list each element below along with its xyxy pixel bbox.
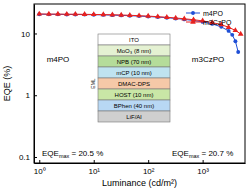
series-marker — [173, 15, 179, 20]
series-marker — [100, 11, 106, 16]
stack-layer-label: LiF/Al — [126, 114, 141, 120]
x-tick-mark — [94, 160, 95, 163]
series-marker — [110, 11, 116, 16]
stack-layer-label: MoO₃ (8 nm) — [117, 48, 151, 54]
annotation-subscript: max — [59, 153, 70, 159]
annotation: EQEmax = 20.5 % — [42, 149, 103, 159]
device-stack: ITO MoO₃ (8 nm) NPB (70 nm) mCP (10 nm) DMAC… — [90, 34, 170, 122]
x-tick-label: 10² — [143, 167, 155, 176]
stack-layer — [98, 78, 170, 89]
x-tick: 10¹ — [88, 160, 100, 176]
legend-marker — [190, 19, 196, 24]
stack-layer — [98, 111, 170, 122]
series-marker — [73, 11, 79, 16]
y-tick: 10 — [21, 30, 37, 39]
stack-layer — [98, 89, 170, 100]
series-marker — [36, 11, 42, 16]
annotation-value: = 20.7 % — [199, 149, 233, 158]
annotation-label: EQE — [42, 149, 59, 158]
x-tick-mark — [39, 160, 40, 163]
annotation: EQEmax = 20.7 % — [172, 149, 233, 159]
series-marker — [118, 12, 124, 17]
annotation-subscript: max — [189, 153, 200, 159]
series-marker — [82, 11, 88, 16]
x-tick-label: 10³ — [197, 167, 209, 176]
plot-area — [36, 11, 243, 54]
y-tick-mark — [34, 95, 37, 96]
y-axis-line — [34, 5, 35, 164]
legend-label: m3CzPO — [203, 19, 232, 26]
series-marker — [164, 14, 170, 19]
stack-layer-label: DMAC-DPS — [118, 81, 150, 87]
stack-layer-label: ITO — [129, 37, 139, 43]
series-marker — [181, 15, 187, 20]
x-tick-mark — [148, 160, 149, 163]
stack-layer-label: HOST (10 nm) — [115, 92, 154, 98]
stack-layer — [98, 100, 170, 111]
stack-layer-label: NPB (70 nm) — [117, 59, 152, 65]
eml-label: EML — [90, 78, 96, 89]
stack-layer — [98, 67, 170, 78]
series-marker — [238, 31, 244, 36]
x-tick: 10² — [143, 160, 155, 176]
annotation-value: = 20.5 % — [69, 149, 103, 158]
stack-layer — [98, 34, 170, 45]
series-marker — [46, 11, 52, 16]
series-marker — [136, 12, 142, 17]
series-marker — [236, 50, 240, 54]
stack-layer — [98, 45, 170, 56]
y-axis: 0.1 1 10 — [19, 5, 37, 164]
y-tick: 1 — [26, 91, 37, 100]
stack-layer-label: mCP (10 nm) — [116, 70, 152, 76]
y-axis-title: EQE (%) — [2, 66, 12, 102]
plot-frame — [34, 4, 245, 163]
y-tick-mark — [34, 33, 37, 34]
series-marker — [227, 29, 231, 33]
y-tick-label: 1 — [26, 91, 31, 100]
series-marker — [55, 11, 61, 16]
x-tick-label: 10⁰ — [34, 167, 46, 176]
stack-layer-label: BPhen (40 nm) — [114, 103, 154, 109]
x-axis-line — [35, 163, 246, 164]
x-tick: 10⁰ — [34, 160, 46, 176]
legend: m4PO m3CzPO — [186, 10, 232, 26]
x-tick-label: 10¹ — [88, 167, 100, 176]
y-tick-label: 10 — [21, 30, 30, 39]
x-tick: 10³ — [197, 160, 209, 176]
annotation: m4PO — [47, 55, 70, 64]
x-axis: 10⁰ 10¹ 10² 10³ — [34, 160, 246, 176]
series-marker — [127, 12, 133, 17]
series-marker — [155, 13, 161, 18]
x-axis-title: Luminance (cd/m²) — [102, 178, 177, 188]
series-line — [39, 14, 238, 52]
stack-layer — [98, 56, 170, 67]
series-marker — [233, 27, 239, 32]
annotation: m3CzPO — [192, 55, 224, 64]
series-marker — [230, 33, 234, 37]
series-marker — [64, 11, 70, 16]
y-tick-mark — [34, 157, 37, 158]
legend-marker — [191, 11, 195, 15]
series-marker — [145, 13, 151, 18]
series-marker — [91, 11, 97, 16]
series-marker — [233, 39, 237, 43]
y-tick: 0.1 — [19, 153, 37, 162]
y-tick-label: 0.1 — [19, 153, 31, 162]
annotation-label: EQE — [172, 149, 189, 158]
legend-label: m4PO — [203, 10, 223, 17]
x-tick-mark — [203, 160, 204, 163]
